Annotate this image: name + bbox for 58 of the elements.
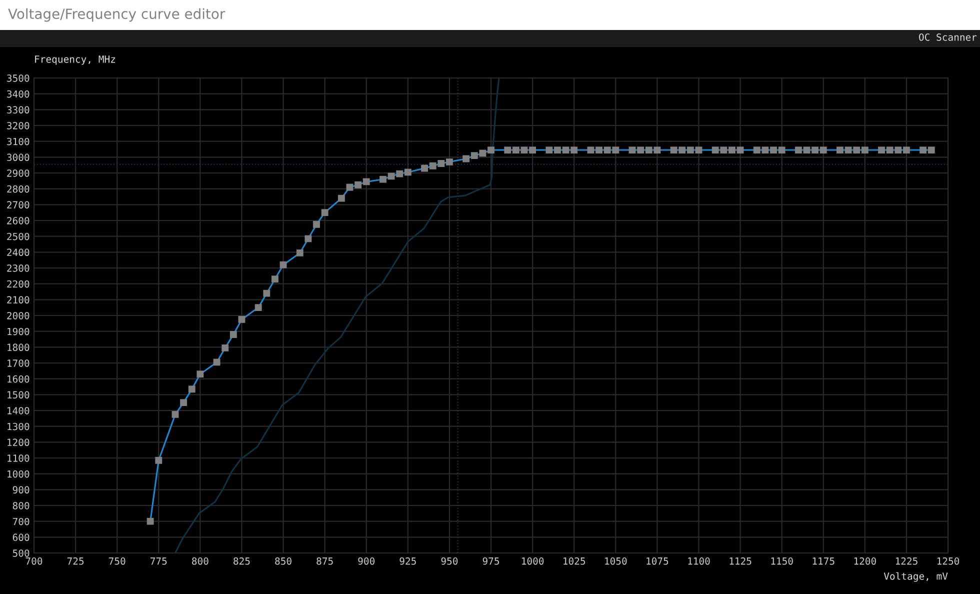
y-tick-label: 2500 xyxy=(7,232,30,240)
y-tick-label: 1500 xyxy=(8,391,30,399)
x-tick-label: 900 xyxy=(358,557,375,565)
x-tick-label: 975 xyxy=(482,557,499,565)
x-tick-label: 725 xyxy=(67,557,84,565)
x-tick-label: 775 xyxy=(150,558,167,565)
x-tick-label: 825 xyxy=(234,557,250,565)
x-tick-label: 1075 xyxy=(646,557,668,565)
y-tick-label: 800 xyxy=(12,502,30,510)
y-tick-label: 2600 xyxy=(7,217,30,224)
x-tick-label: 1125 xyxy=(730,557,752,565)
x-tick-label: 800 xyxy=(192,557,208,565)
y-tick-label: 1900 xyxy=(8,328,30,336)
x-tick-label: 1050 xyxy=(605,557,627,565)
x-tick-label: 1250 xyxy=(937,557,960,565)
text: OC Scanner xyxy=(919,33,977,41)
x-tick-label: 700 xyxy=(26,557,42,565)
y-tick-label: 1700 xyxy=(8,360,30,367)
y-tick-label: 2100 xyxy=(7,296,30,304)
y-tick-label: 2700 xyxy=(7,201,30,209)
x-tick-label: 1025 xyxy=(564,557,586,565)
x-axis-title: Voltage, mV xyxy=(884,572,948,582)
y-tick-label: 3500 xyxy=(7,74,30,82)
chart-title: Voltage/Frequency curve editor xyxy=(8,8,226,22)
y-axis-title: Frequency, MHz xyxy=(35,56,116,65)
y-tick-label: 1600 xyxy=(8,375,30,383)
y-tick-label: 3200 xyxy=(7,122,30,130)
x-tick-label: 1175 xyxy=(812,558,834,565)
x-tick-label: 1200 xyxy=(854,557,876,565)
y-tick-label: 1200 xyxy=(8,438,30,446)
y-tick-label: 2900 xyxy=(7,170,30,177)
y-tick-label: 3100 xyxy=(7,138,30,146)
y-tick-label: 3400 xyxy=(7,90,30,98)
x-tick-label: 750 xyxy=(108,557,126,565)
x-tick-label: 875 xyxy=(316,557,333,565)
x-tick-label: 925 xyxy=(400,557,416,565)
y-tick-label: 500 xyxy=(12,550,30,557)
y-tick-label: 3300 xyxy=(7,106,30,114)
x-tick-label: 1225 xyxy=(896,557,918,565)
y-tick-label: 1400 xyxy=(8,407,30,414)
y-tick-label: 1100 xyxy=(8,454,30,462)
x-tick-label: 850 xyxy=(275,557,292,565)
x-tick-label: 1000 xyxy=(522,557,544,565)
y-tick-label: 1300 xyxy=(8,422,30,430)
y-tick-label: 2000 xyxy=(7,312,30,320)
y-tick-label: 2800 xyxy=(7,185,30,193)
y-tick-label: 600 xyxy=(12,534,30,542)
y-tick-label: 1000 xyxy=(8,470,30,478)
y-tick-label: 2400 xyxy=(7,248,30,256)
x-tick-label: 950 xyxy=(441,557,458,565)
y-tick-label: 3000 xyxy=(7,154,30,162)
y-tick-label: 2300 xyxy=(7,264,30,272)
x-tick-label: 1150 xyxy=(771,557,793,565)
y-tick-label: 700 xyxy=(12,518,30,526)
y-tick-label: 900 xyxy=(12,486,30,494)
y-tick-label: 2200 xyxy=(7,280,30,288)
y-tick-label: 1800 xyxy=(8,344,30,352)
x-tick-label: 1100 xyxy=(688,557,710,565)
